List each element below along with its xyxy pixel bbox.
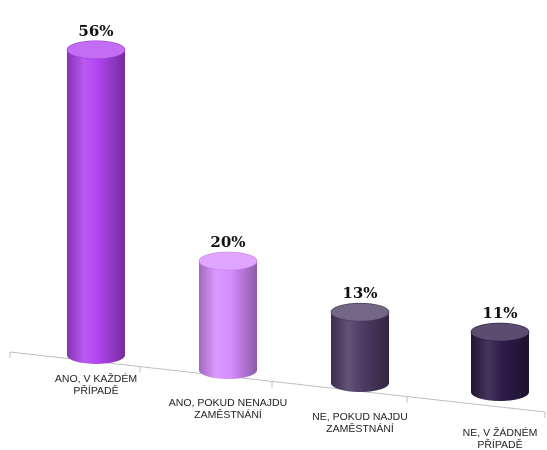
bar-4 bbox=[470, 322, 530, 401]
bar-body bbox=[471, 332, 529, 401]
data-label: 56% bbox=[78, 22, 113, 40]
category-label: ANO, V KAŽDÉM PŘÍPADĚ bbox=[55, 372, 137, 397]
labels-group: 56% ANO, V KAŽDÉM PŘÍPADĚ 20% ANO, POKUD NEN… bbox=[55, 22, 537, 450]
bar-body bbox=[331, 312, 389, 392]
bars-group bbox=[66, 40, 530, 401]
category-label: NE, V ŽÁDNÉM PŘÍPADĚ bbox=[463, 426, 538, 450]
bar-body bbox=[67, 49, 125, 364]
data-label: 13% bbox=[342, 284, 377, 302]
bar-top bbox=[198, 251, 258, 271]
axis-ticks bbox=[9, 352, 546, 418]
data-label: 11% bbox=[482, 304, 517, 322]
category-label: NE, POKUD NAJDU ZAMĚSTNÁNÍ bbox=[312, 411, 408, 435]
bar-1 bbox=[66, 40, 126, 364]
category-label: ANO, POKUD NENAJDU ZAMĚSTNÁNÍ bbox=[169, 397, 287, 421]
bar-3 bbox=[330, 302, 390, 392]
data-label: 20% bbox=[210, 233, 245, 251]
bar-top bbox=[330, 302, 390, 322]
bar-body bbox=[199, 261, 257, 379]
bar-top bbox=[66, 40, 126, 60]
bar-2 bbox=[198, 251, 258, 379]
bar-top bbox=[470, 322, 530, 342]
